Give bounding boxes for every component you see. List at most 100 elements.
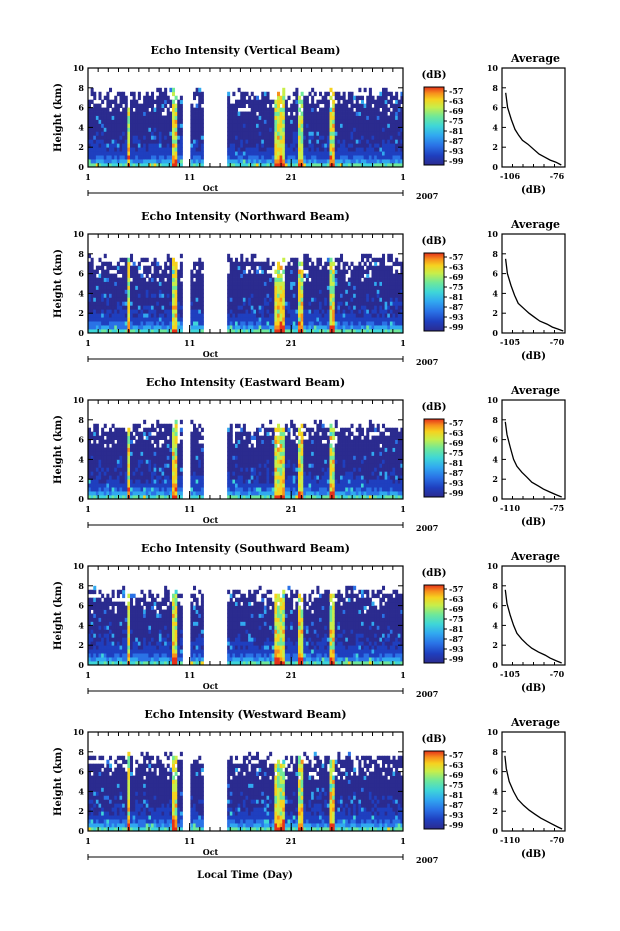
avg-y-tick-label: 4	[492, 288, 498, 298]
x-tick-label: 11	[184, 670, 195, 680]
year-label: 2007	[416, 689, 438, 699]
colorbar-tick-label: -93	[449, 312, 464, 322]
colorbar-tick-label: -57	[449, 418, 463, 428]
avg-y-tick-label: 8	[492, 581, 498, 591]
y-tick-label: 8	[78, 581, 84, 591]
month-label: Oct	[203, 349, 219, 359]
x-tick-label: 1	[85, 836, 91, 846]
y-tick-label: 4	[78, 620, 84, 630]
avg-y-tick-label: 6	[492, 269, 498, 279]
colorbar-tick-label: -69	[449, 604, 464, 614]
colorbar-tick-label: -81	[449, 126, 463, 136]
y-tick-label: 2	[78, 640, 84, 650]
avg-y-tick-label: 6	[492, 435, 498, 445]
avg-y-tick-label: 8	[492, 747, 498, 757]
avg-y-tick-label: 10	[487, 561, 499, 571]
x-tick-label: 21	[286, 504, 297, 514]
avg-y-tick-label: 8	[492, 83, 498, 93]
colorbar-tick-label: -75	[449, 448, 463, 458]
heatmap-title: Echo Intensity (Eastward Beam)	[146, 376, 345, 389]
avg-y-tick-label: 6	[492, 601, 498, 611]
x-tick-label: 11	[184, 504, 195, 514]
y-axis-label: Height (km)	[53, 747, 64, 816]
colorbar-tick-label: -81	[449, 790, 463, 800]
year-label: 2007	[416, 523, 438, 533]
x-tick-label: 1	[400, 670, 406, 680]
colorbar-tick-label: -57	[449, 584, 463, 594]
avg-y-tick-label: 10	[487, 727, 499, 737]
heatmap-frame	[87, 233, 404, 334]
colorbar-tick-label: -63	[449, 96, 464, 106]
y-tick-label: 10	[73, 395, 85, 405]
x-tick-label: 1	[400, 338, 406, 348]
average-title: Average	[510, 384, 560, 397]
x-tick-label: 1	[400, 172, 406, 182]
y-tick-label: 0	[78, 826, 84, 836]
year-label: 2007	[416, 191, 438, 201]
average-profile-line	[504, 755, 563, 830]
colorbar	[423, 418, 445, 498]
colorbar-tick-label: -99	[449, 488, 464, 498]
heatmap-cells	[88, 87, 404, 168]
colorbar	[423, 584, 445, 664]
colorbar-tick-label: -75	[449, 282, 463, 292]
avg-x-tick-label: -105	[500, 337, 520, 347]
colorbar-unit: (dB)	[422, 568, 447, 579]
colorbar-tick-label: -63	[449, 262, 464, 272]
avg-y-tick-label: 6	[492, 767, 498, 777]
y-tick-label: 4	[78, 454, 84, 464]
heatmap-title: Echo Intensity (Northward Beam)	[141, 210, 350, 223]
colorbar-tick-label: -93	[449, 644, 464, 654]
colorbar-unit: (dB)	[422, 70, 447, 81]
average-frame	[501, 731, 566, 832]
y-tick-label: 6	[78, 103, 84, 113]
x-tick-label: 1	[85, 670, 91, 680]
y-tick-label: 6	[78, 767, 84, 777]
y-tick-label: 10	[73, 229, 85, 239]
heatmap-frame	[87, 399, 404, 500]
heatmap-title: Echo Intensity (Vertical Beam)	[150, 44, 340, 57]
colorbar-tick-label: -99	[449, 820, 464, 830]
colorbar-unit: (dB)	[422, 236, 447, 247]
avg-y-tick-label: 2	[492, 142, 498, 152]
month-label: Oct	[203, 847, 219, 857]
colorbar-tick-label: -81	[449, 292, 463, 302]
avg-y-tick-label: 2	[492, 806, 498, 816]
month-label: Oct	[203, 681, 219, 691]
average-frame	[501, 67, 566, 168]
avg-x-axis-label: (dB)	[521, 351, 546, 362]
heatmap-cells	[88, 253, 404, 334]
month-label: Oct	[203, 515, 219, 525]
y-tick-label: 4	[78, 288, 84, 298]
colorbar-tick-label: -75	[449, 780, 463, 790]
y-tick-label: 10	[73, 561, 85, 571]
average-frame	[501, 565, 566, 666]
avg-x-tick-label: -105	[500, 669, 520, 679]
colorbar-unit: (dB)	[422, 402, 447, 413]
colorbar-tick-label: -63	[449, 594, 464, 604]
y-tick-label: 4	[78, 786, 84, 796]
colorbar-tick-label: -69	[449, 438, 464, 448]
heatmap-frame	[87, 67, 404, 168]
avg-x-tick-label: -70	[550, 835, 565, 845]
avg-y-tick-label: 6	[492, 103, 498, 113]
y-tick-label: 8	[78, 747, 84, 757]
average-profile-line	[504, 589, 562, 664]
x-tick-label: 21	[286, 172, 297, 182]
y-tick-label: 0	[78, 660, 84, 670]
average-title: Average	[510, 52, 560, 65]
average-profile-line	[504, 421, 562, 498]
avg-x-axis-label: (dB)	[521, 683, 546, 694]
y-tick-label: 2	[78, 308, 84, 318]
y-tick-label: 10	[73, 727, 85, 737]
x-tick-label: 1	[85, 172, 91, 182]
colorbar-tick-label: -81	[449, 624, 463, 634]
average-profile-line	[504, 258, 564, 332]
avg-y-tick-label: 4	[492, 122, 498, 132]
avg-x-tick-label: -106	[500, 171, 520, 181]
